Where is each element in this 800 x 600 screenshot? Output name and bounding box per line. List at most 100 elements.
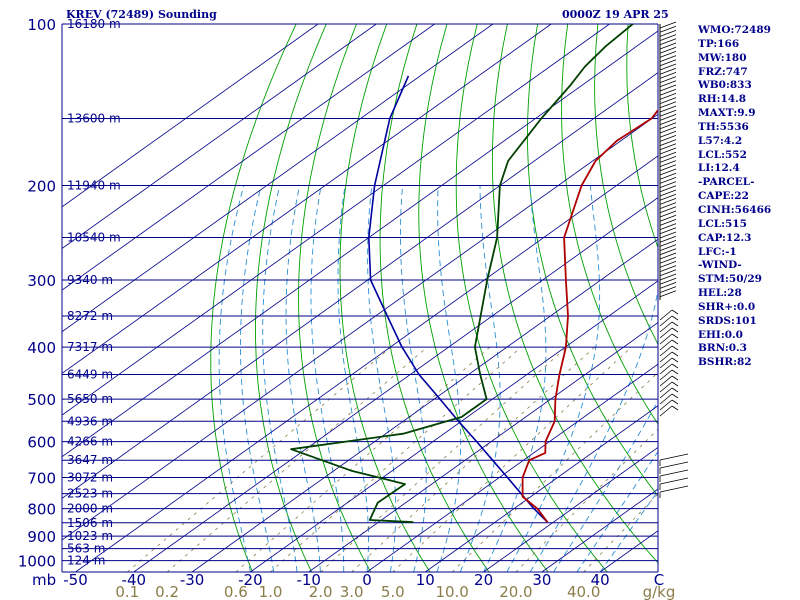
sounding-profiles — [290, 24, 658, 524]
height-label: 1506 m — [67, 516, 113, 530]
wind-barb — [659, 453, 689, 461]
wind-barb — [659, 177, 677, 184]
mixing-ratio-label: 3.0 — [340, 583, 364, 600]
moist-adiabat — [337, 185, 369, 572]
wind-barb — [659, 206, 677, 214]
height-label: 124 m — [67, 554, 105, 568]
pressure-tick-label: 300 — [27, 272, 56, 290]
moist-adiabat — [310, 185, 345, 572]
wind-barbs — [659, 21, 689, 498]
dry-adiabat — [210, 24, 297, 572]
wind-barb — [659, 290, 677, 298]
moist-adiabat — [599, 490, 658, 572]
moist-adiabat — [240, 185, 275, 572]
wind-barb — [671, 363, 679, 369]
wind-barb — [659, 214, 677, 222]
dry-adiabat — [339, 24, 431, 572]
wind-barb — [659, 261, 677, 268]
wind-barb — [659, 63, 677, 71]
mixing-ratio-label: 2.0 — [309, 583, 333, 600]
height-label: 4936 m — [67, 414, 113, 428]
wind-barb — [671, 351, 679, 357]
stat-line: FRZ:747 — [698, 65, 748, 78]
height-label: 2000 m — [67, 502, 113, 516]
wind-barb — [671, 393, 679, 399]
height-label: 13600 m — [67, 111, 121, 125]
temperature-tick-label: 10 — [416, 571, 435, 589]
moist-adiabat — [367, 185, 397, 572]
wind-barb — [659, 399, 673, 411]
wind-barb — [659, 143, 677, 151]
height-label: 3072 m — [67, 471, 113, 485]
wind-barb — [659, 381, 673, 393]
moist-adiabat — [576, 450, 658, 572]
wind-barb — [659, 387, 673, 399]
wind-barb — [659, 461, 689, 469]
wind-barb — [659, 42, 677, 50]
wind-barb — [659, 375, 673, 387]
temperature-tick-label: -40 — [122, 571, 147, 589]
mixing-ratio-label: 10.0 — [435, 583, 468, 600]
wind-barb — [659, 248, 677, 256]
stat-line: LI:12.4 — [698, 162, 740, 175]
isotherm — [75, 155, 658, 572]
wind-barb — [659, 189, 677, 197]
wind-barb — [659, 357, 673, 369]
wind-barb — [659, 219, 677, 226]
height-label: 7317 m — [67, 340, 113, 354]
isotherm — [250, 280, 658, 572]
wind-barb — [659, 21, 677, 29]
wind-barb — [659, 59, 677, 67]
isotherm — [483, 446, 658, 572]
parcel-trace — [368, 75, 549, 523]
wind-barb — [659, 97, 677, 104]
wind-barb — [659, 469, 689, 477]
wind-barb — [659, 118, 677, 125]
isotherm — [62, 24, 552, 374]
temperature-tick-label: -10 — [296, 571, 321, 589]
wind-barb — [659, 282, 677, 289]
temperature-tick-label: 20 — [474, 571, 493, 589]
wind-barb — [659, 72, 677, 79]
chart-title: KREV (72489) Sounding — [66, 8, 217, 21]
temperature-tick-label: -50 — [63, 571, 88, 589]
height-label: 563 m — [67, 542, 105, 556]
wind-barb — [659, 235, 677, 243]
wind-barb — [659, 244, 677, 251]
wind-barb — [671, 357, 679, 363]
wind-barb — [659, 105, 677, 113]
wind-barb — [659, 405, 673, 417]
moist-adiabat — [262, 185, 298, 572]
dry-adiabat — [255, 24, 327, 572]
wind-barb — [659, 122, 677, 130]
wind-barb — [659, 25, 677, 33]
pressure-tick-label: 800 — [27, 501, 56, 519]
wind-barb — [659, 130, 677, 138]
dry-adiabat — [594, 24, 658, 346]
mixing-ratio-line — [515, 428, 658, 572]
wind-barb — [671, 375, 679, 381]
isotherm — [62, 30, 658, 458]
isotherm — [133, 197, 658, 572]
wind-barb — [659, 210, 677, 218]
wind-barb — [671, 327, 679, 333]
moist-adiabat — [529, 287, 658, 572]
wind-barb — [659, 168, 677, 176]
dry-adiabat — [561, 24, 658, 425]
isotherm — [62, 24, 435, 291]
temperature-unit-label: C — [654, 571, 664, 589]
moist-adiabats — [218, 185, 658, 572]
chart-date: 0000Z 19 APR 25 — [562, 8, 669, 21]
wind-barb — [659, 126, 677, 134]
stat-line: RH:14.8 — [698, 93, 747, 106]
isotherm — [62, 113, 658, 541]
wind-barb — [659, 227, 677, 235]
wind-barb — [659, 315, 673, 327]
wind-barb — [659, 345, 673, 357]
wind-barb — [659, 223, 677, 230]
wind-barb — [659, 309, 673, 321]
dry-adiabat — [298, 24, 372, 572]
mixing-ratio-label: 40.0 — [567, 583, 600, 600]
pressure-tick-label: 200 — [27, 178, 56, 196]
